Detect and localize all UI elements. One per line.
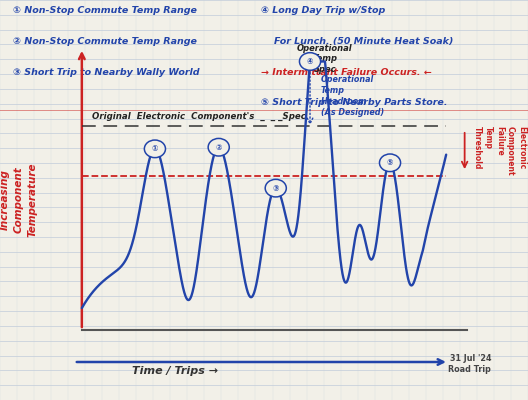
Text: Operational
Temp
Spec: Operational Temp Spec xyxy=(297,44,353,74)
Text: Weakened
Electronic
Component
Failure
Temp
Threshold: Weakened Electronic Component Failure Te… xyxy=(473,126,528,176)
Text: ⑤: ⑤ xyxy=(387,158,393,167)
Text: Original  Electronic  Component's  _  _ _Spec: Original Electronic Component's _ _ _Spe… xyxy=(92,112,306,121)
Text: Increasing
Component
Temperature: Increasing Component Temperature xyxy=(0,163,37,237)
Text: ⑤ Short Trip to Nearby Parts Store.: ⑤ Short Trip to Nearby Parts Store. xyxy=(261,98,448,107)
Text: ②: ② xyxy=(215,143,222,152)
Text: For Lunch. (50 Minute Heat Soak): For Lunch. (50 Minute Heat Soak) xyxy=(261,37,454,46)
Ellipse shape xyxy=(144,140,165,158)
Text: ③: ③ xyxy=(272,184,279,193)
Text: Time / Trips →: Time / Trips → xyxy=(132,366,218,376)
Text: ③ Short Trip to Nearby Wally World: ③ Short Trip to Nearby Wally World xyxy=(13,68,200,77)
Text: Operational
Temp
Headroom
(As Designed): Operational Temp Headroom (As Designed) xyxy=(320,74,384,117)
Ellipse shape xyxy=(265,179,286,197)
Ellipse shape xyxy=(299,53,320,70)
Text: ①: ① xyxy=(152,144,158,153)
Text: ④: ④ xyxy=(307,57,313,66)
Text: → Intermittant Failure Occurs. ←: → Intermittant Failure Occurs. ← xyxy=(261,68,432,77)
Text: ② Non-Stop Commute Temp Range: ② Non-Stop Commute Temp Range xyxy=(13,37,197,46)
Text: ④ Long Day Trip w/Stop: ④ Long Day Trip w/Stop xyxy=(261,6,385,15)
Text: 31 Jul '24
Road Trip: 31 Jul '24 Road Trip xyxy=(448,354,491,374)
Text: ① Non-Stop Commute Temp Range: ① Non-Stop Commute Temp Range xyxy=(13,6,197,15)
Ellipse shape xyxy=(208,138,229,156)
Ellipse shape xyxy=(380,154,401,172)
